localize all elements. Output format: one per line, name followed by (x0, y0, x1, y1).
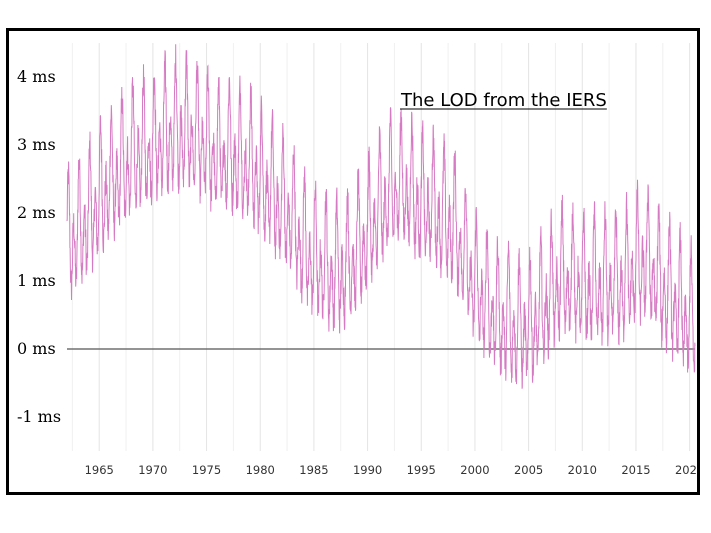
y-tick-label: 0 ms (17, 339, 56, 358)
x-tick-label: 2005 (514, 463, 543, 477)
x-tick-label: 1980 (246, 463, 275, 477)
x-tick-label: 2015 (621, 463, 650, 477)
y-tick-label: 4 ms (17, 67, 56, 86)
x-tick-label: 1965 (85, 463, 114, 477)
lod-series-line (66, 44, 696, 389)
y-tick-label: 3 ms (17, 135, 56, 154)
x-tick-label: 1970 (138, 463, 167, 477)
x-tick-label: 1975 (192, 463, 221, 477)
x-tick-label: 2020 (675, 463, 697, 477)
chart-title: The LOD from the IERS (400, 90, 607, 111)
lod-chart: 4 ms3 ms2 ms1 ms0 ms-1 ms 1965 1970 1975 19… (17, 43, 697, 477)
x-tick-label: 1990 (353, 463, 382, 477)
y-tick-label: -1 ms (17, 407, 61, 426)
x-tick-label: 1995 (407, 463, 436, 477)
y-axis-ticks: 4 ms 3 ms 2 ms 1 ms 0 ms -1 ms (17, 67, 61, 426)
x-axis-ticks: 1965 1970 1975 1980 1985 1990 1995 2000 2005 2010… (85, 463, 697, 477)
y-tick-label: 2 ms (17, 203, 56, 222)
chart-frame: 4 ms 3 ms 2 ms 1 ms 0 ms -1 ms 1965 1970 1975 19… (6, 28, 700, 495)
x-tick-label: 2000 (460, 463, 489, 477)
x-tick-label: 2010 (568, 463, 597, 477)
x-tick-label: 1985 (299, 463, 328, 477)
y-tick-label: 1 ms (17, 271, 56, 290)
